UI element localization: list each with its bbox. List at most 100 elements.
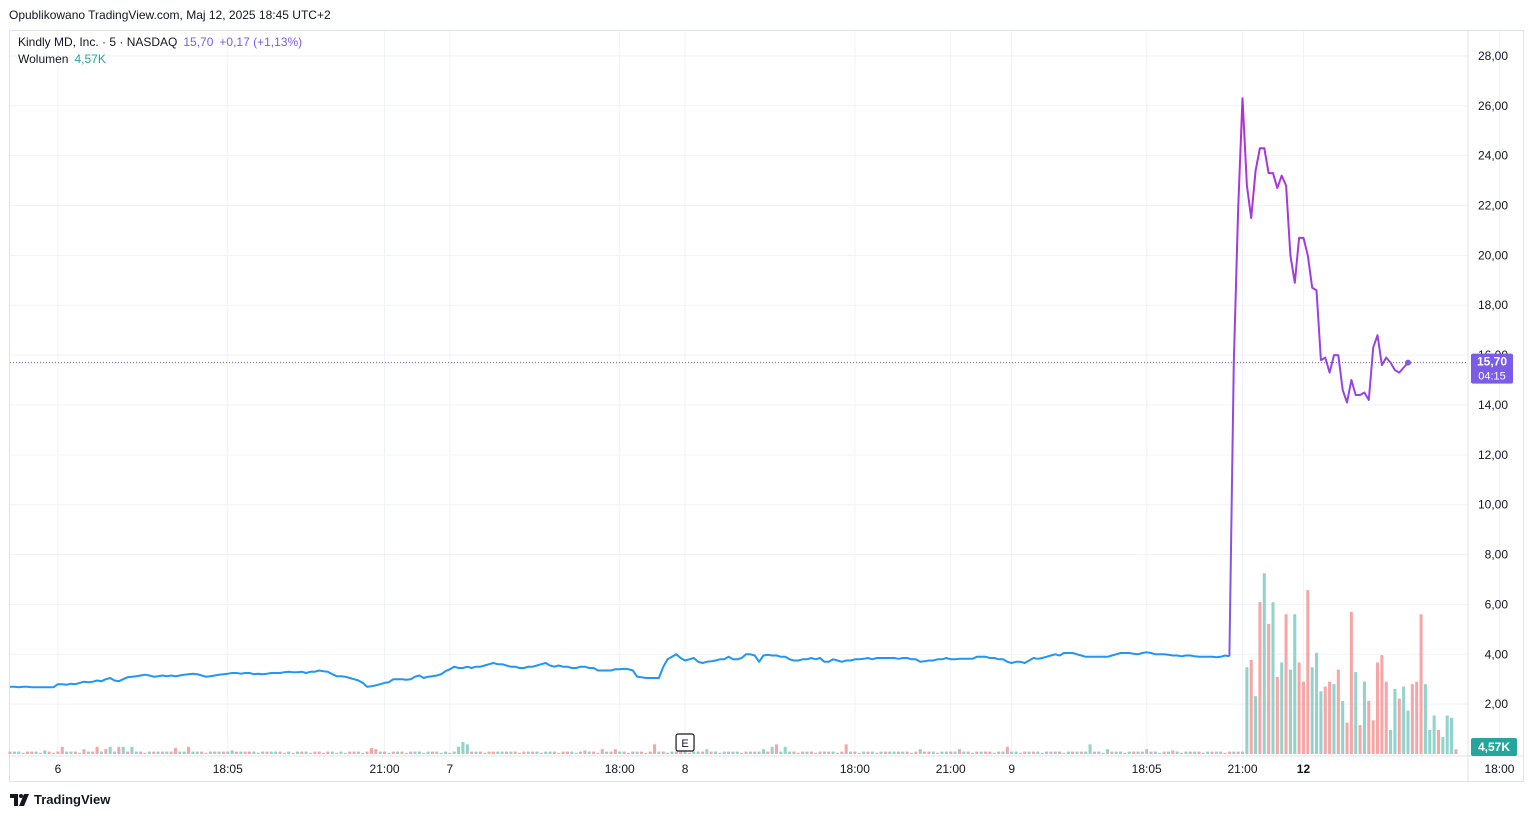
y-tick-label: 4,00 [1485, 647, 1509, 661]
volume-bar [1023, 751, 1027, 754]
volume-bar [857, 752, 861, 754]
volume-bar [1140, 751, 1144, 754]
volume-bar [923, 751, 927, 754]
volume-bar [727, 751, 731, 754]
volume-bar [683, 751, 687, 754]
volume-bar [997, 751, 1001, 754]
volume-bar [1036, 751, 1040, 754]
volume-bar [587, 751, 591, 754]
volume-bar [387, 752, 391, 754]
volume-bar [544, 751, 548, 754]
volume-bar [1184, 751, 1188, 754]
volume-bar [452, 751, 456, 754]
volume-bar [1062, 752, 1066, 754]
volume-bar [927, 751, 931, 754]
volume-bar [831, 751, 835, 754]
volume-bar [1380, 655, 1384, 754]
volume-bar [117, 746, 121, 754]
x-axis: 6 18:05 21:00 7 18:00 8 18:00 21:00 9 18:05 21:00 1… [55, 762, 1515, 776]
tradingview-logo[interactable]: TradingView [10, 792, 110, 807]
volume-bar [883, 751, 887, 754]
volume-bar [526, 751, 530, 754]
volume-bar [243, 751, 247, 754]
volume-bar [152, 751, 156, 754]
volume-bar [1153, 751, 1157, 754]
volume-badge [1471, 738, 1517, 756]
volume-bar [178, 751, 182, 754]
volume-bar [626, 752, 630, 754]
volume-bar [531, 751, 535, 754]
legend-volume-label[interactable]: Wolumen [18, 52, 69, 66]
volume-bar [953, 751, 957, 754]
tradingview-logo-icon [10, 793, 30, 806]
legend-symbol-row[interactable]: Kindly MD, Inc. · 5 · NASDAQ 15,70 +0,17 (… [18, 35, 302, 49]
volume-bar [801, 751, 805, 754]
volume-bar [1254, 696, 1258, 754]
y-tick-label: 2,00 [1485, 697, 1509, 711]
earnings-marker-label: E [681, 738, 688, 750]
volume-bar [1450, 717, 1454, 754]
volume-bar [513, 751, 517, 754]
volume-bar [805, 751, 809, 754]
volume-bar [86, 751, 90, 754]
volume-bar [574, 752, 578, 754]
volume-bar [1310, 667, 1314, 754]
volume-bar [1319, 691, 1323, 754]
volume-bar [975, 751, 979, 754]
chart-frame [9, 30, 1524, 782]
volume-bar [1171, 750, 1175, 754]
grid [10, 31, 1524, 782]
volume-bar [862, 751, 866, 754]
volume-bar [17, 751, 21, 754]
volume-bar [1284, 614, 1288, 754]
volume-bar [99, 751, 103, 754]
volume-bar [709, 751, 713, 754]
volume-bar [300, 751, 304, 754]
volume-bar [870, 751, 874, 754]
volume-bar [744, 751, 748, 754]
last-price-badge-price: 15,70 [1477, 355, 1507, 369]
volume-bar [735, 751, 739, 754]
volume-bar [788, 751, 792, 754]
legend-volume-row[interactable]: Wolumen 4,57K [18, 52, 106, 66]
volume-bar [47, 751, 51, 754]
volume-bar [369, 747, 374, 754]
volume-bar [757, 751, 761, 754]
volume-bar [391, 751, 395, 754]
volume-bar [439, 752, 443, 754]
volume-bar [208, 751, 212, 754]
volume-bar [888, 751, 892, 754]
volume-bar [1297, 662, 1301, 754]
volume-bar [1066, 751, 1070, 754]
volume-bar [1031, 751, 1035, 754]
volume-bar [1406, 710, 1410, 754]
badges: 15,70 04:15 4,57K E [675, 353, 1517, 756]
volume-bar [644, 752, 648, 754]
volume-bar [1428, 729, 1432, 754]
volume-bar [56, 751, 60, 754]
volume-bar [936, 752, 940, 754]
volume-bar [1341, 700, 1345, 754]
volume-bar [578, 751, 583, 754]
volume-bar [282, 752, 286, 754]
volume-bar [1358, 725, 1362, 754]
volume-bar [1288, 669, 1292, 754]
volume-bar [1258, 602, 1262, 754]
volume-bar [104, 749, 108, 754]
volume-bar [448, 752, 452, 754]
volume-bar [552, 751, 556, 754]
volume-bar [374, 749, 378, 754]
volume-bar [966, 751, 970, 754]
volume-bar [322, 752, 326, 754]
volume-bar [875, 752, 879, 754]
x-tick-label: 9 [1008, 762, 1015, 776]
volume-bar [378, 751, 382, 754]
volume-bar [1114, 751, 1118, 754]
volume-bar [1027, 751, 1031, 754]
legend-symbol[interactable]: Kindly MD, Inc. · 5 · NASDAQ [18, 35, 178, 49]
volume-bar [326, 751, 330, 754]
volume-bar [666, 752, 670, 754]
volume-bar [457, 746, 461, 754]
volume-bar [1123, 752, 1127, 754]
